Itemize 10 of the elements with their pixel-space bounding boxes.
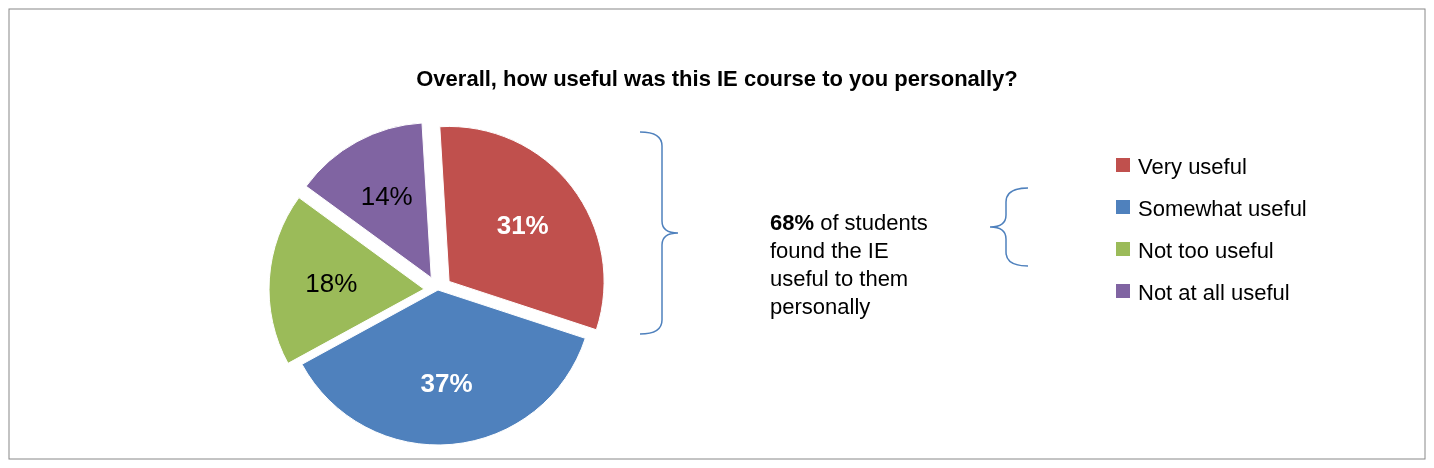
data-label: 18% (305, 268, 358, 299)
legend-label: Not at all useful (1138, 279, 1290, 305)
data-label: 14% (360, 181, 413, 212)
data-label: 31% (496, 209, 549, 240)
legend-label: Not too useful (1138, 237, 1274, 263)
legend-label: Somewhat useful (1138, 195, 1307, 221)
chart-title: Overall, how useful was this IE course to you personally? (416, 66, 1018, 91)
data-label: 37% (420, 367, 473, 398)
legend-label: Very useful (1138, 153, 1247, 179)
text: 68% of students found the IE useful to them personally (770, 210, 928, 319)
